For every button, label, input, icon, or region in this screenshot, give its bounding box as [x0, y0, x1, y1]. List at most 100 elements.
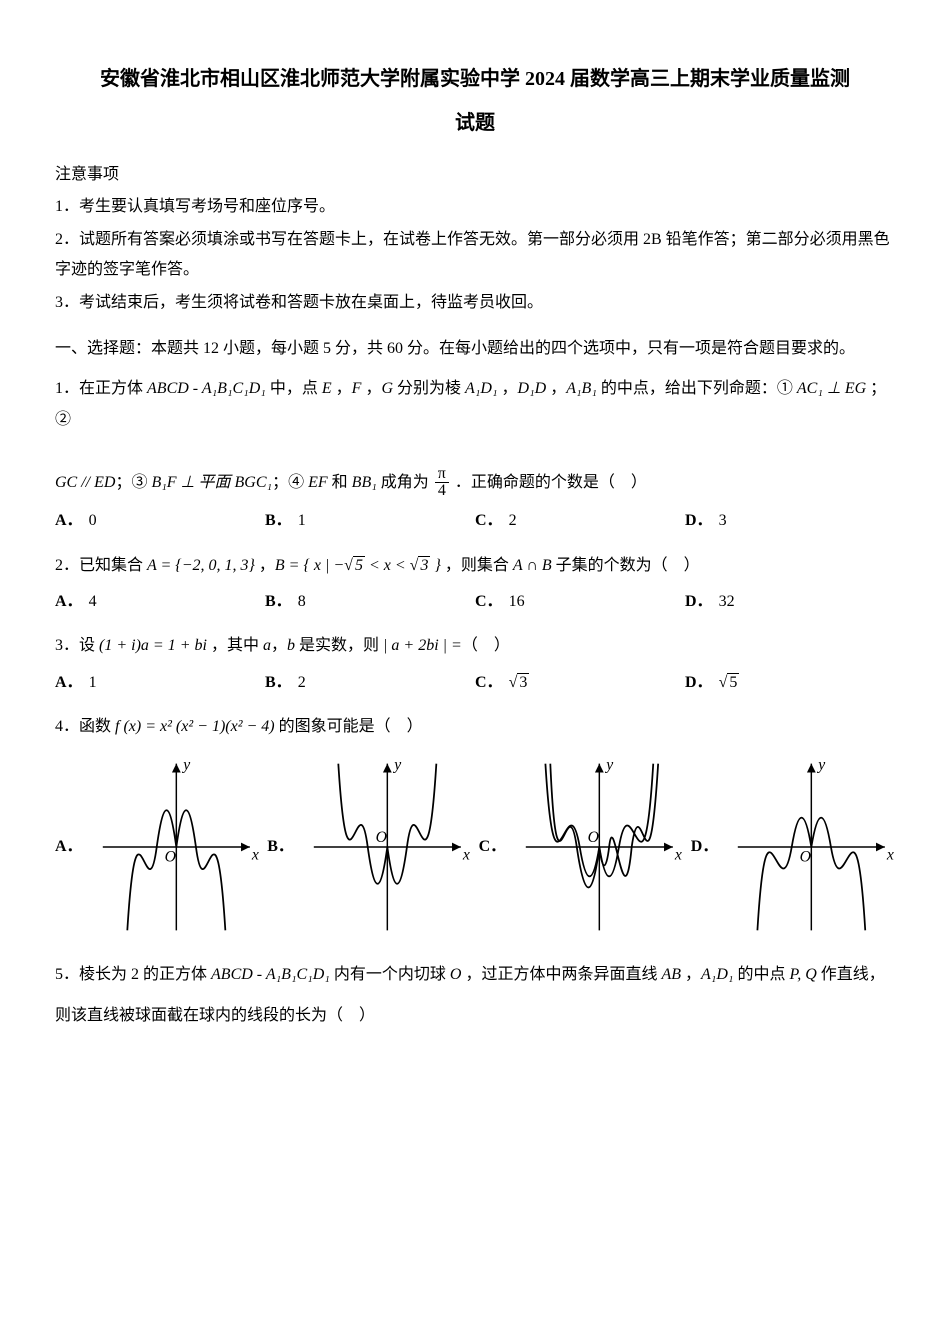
opt-label-C: C． — [475, 668, 503, 698]
q3-opt-C[interactable]: C． 3 — [475, 668, 685, 698]
q2-Bmid: < x < — [365, 557, 410, 574]
q2-opt-C[interactable]: C．16 — [475, 587, 685, 617]
axis-y-label: y — [604, 757, 613, 774]
q1-p2: GC // ED — [55, 473, 115, 490]
q3-options: A．1 B．2 C． 3 D． 5 — [55, 668, 895, 698]
q3-tail: （ ） — [462, 637, 510, 654]
q4-fx: f (x) = x² (x² − 1)(x² − 4) — [115, 718, 275, 735]
question-5-line2: 则该直线被球面截在球内的线段的长为（ ） — [55, 1001, 895, 1031]
axis-x-label: x — [674, 847, 682, 864]
q3-abs: | a + 2bi | = — [383, 637, 462, 654]
question-4: 4．函数 f (x) = x² (x² − 1)(x² − 4) 的图象可能是（… — [55, 712, 895, 742]
q3-prefix: 3．设 — [55, 637, 99, 654]
q3-opt-B-val: 2 — [298, 668, 306, 698]
q3-opt-A[interactable]: A．1 — [55, 668, 265, 698]
sqrt-icon: 5 — [344, 551, 365, 581]
q1-and: 和 — [328, 473, 352, 490]
q1-opt-A[interactable]: A．0 — [55, 506, 265, 536]
q5-c1: ， — [681, 966, 701, 983]
q3-opt-D-val: 5 — [727, 673, 739, 691]
question-2: 2．已知集合 A = {−2, 0, 1, 3} ，B = { x | −5 <… — [55, 551, 895, 581]
q2-opt-D[interactable]: D．32 — [685, 587, 895, 617]
q5-m2: ，过正方体中两条异面直线 — [461, 966, 661, 983]
q5-O: O — [450, 966, 462, 983]
q3-a: a — [263, 637, 271, 654]
q2-mid: ，则集合 — [441, 557, 513, 574]
q4-options: A． x y O B． x y O C． x y O D． x y O — [55, 752, 895, 942]
opt-label-D: D． — [685, 587, 713, 617]
q3-opt-B[interactable]: B．2 — [265, 668, 475, 698]
q5-PQ: P, Q — [789, 966, 816, 983]
q2-opt-A[interactable]: A．4 — [55, 587, 265, 617]
q4-opt-A-label[interactable]: A． — [55, 832, 83, 862]
q2-Bpre: B = { x | − — [275, 557, 344, 574]
q3-opt-C-val: 3 — [517, 673, 529, 691]
opt-label-C: C． — [475, 506, 503, 536]
q1-e2: D₁D — [518, 380, 547, 397]
opt-label-D: D． — [685, 506, 713, 536]
q1-frac-num: π — [435, 466, 449, 484]
q1-options: A．0 B．1 C．2 D．3 — [55, 506, 895, 536]
q1-t2: 中，点 — [266, 380, 322, 397]
axis-x-label: x — [886, 847, 894, 864]
q2-opt-B[interactable]: B．8 — [265, 587, 475, 617]
q1-c1: ， — [332, 380, 352, 397]
q1-p4a: EF — [308, 473, 328, 490]
q2-prefix: 2．已知集合 — [55, 557, 147, 574]
axis-y-label: y — [181, 757, 190, 774]
q1-e3: A₁B₁ — [566, 380, 597, 397]
opt-label-A: A． — [55, 587, 83, 617]
q1-text: 1．在正方体 — [55, 380, 147, 397]
q1-tail: ．正确命题的个数是（ ） — [451, 473, 647, 490]
q1-t4: 的中点，给出下列命题：① — [597, 380, 797, 397]
q1-E: E — [322, 380, 332, 397]
opt-label-C: C． — [475, 587, 503, 617]
q1-opt-B-val: 1 — [298, 506, 306, 536]
q5-m1: 内有一个内切球 — [330, 966, 450, 983]
q5-AB: AB — [661, 966, 681, 983]
q1-opt-C-val: 2 — [509, 506, 517, 536]
q2-rad3: 3 — [418, 556, 430, 574]
q5-A1D1: A₁D₁ — [701, 966, 733, 983]
origin-label: O — [164, 849, 175, 866]
axis-y-label: y — [392, 757, 401, 774]
q1-F: F — [352, 380, 362, 397]
q4-opt-B-label[interactable]: B． — [267, 832, 294, 862]
axis-x-label: x — [462, 847, 470, 864]
q3-eq: (1 + i)a = 1 + bi — [99, 637, 207, 654]
q3-mid2: 是实数，则 — [295, 637, 383, 654]
q3-opt-A-val: 1 — [89, 668, 97, 698]
q4-tail: 的图象可能是（ ） — [275, 718, 423, 735]
sqrt-icon: 5 — [719, 668, 740, 698]
q4-opt-D-label[interactable]: D． — [691, 832, 719, 862]
q1-p4c: 成角为 — [377, 473, 433, 490]
notice-item-2: 2．试题所有答案必须填涂或书写在答题卡上，在试卷上作答无效。第一部分必须用 2B… — [55, 225, 895, 286]
opt-label-B: B． — [265, 668, 292, 698]
q2-opt-C-val: 16 — [509, 587, 525, 617]
notice-item-1: 1．考生要认真填写考场号和座位序号。 — [55, 192, 895, 222]
q3-opt-D[interactable]: D． 5 — [685, 668, 895, 698]
q1-opt-C[interactable]: C．2 — [475, 506, 685, 536]
q5-cube: ABCD - A₁B₁C₁D₁ — [211, 966, 330, 983]
axis-y-label: y — [817, 757, 826, 774]
q1-p4b: BB₁ — [352, 473, 377, 490]
notice-heading: 注意事项 — [55, 160, 895, 190]
opt-label-B: B． — [265, 587, 292, 617]
q5-m4: 作直线， — [817, 966, 885, 983]
q2-B: B = { x | −5 < x < 3 } — [275, 557, 441, 574]
q1-opt-D[interactable]: D．3 — [685, 506, 895, 536]
q1-opt-B[interactable]: B．1 — [265, 506, 475, 536]
question-5: 5．棱长为 2 的正方体 ABCD - A₁B₁C₁D₁ 内有一个内切球 O ，… — [55, 960, 895, 990]
q1-s3: ；④ — [272, 473, 308, 490]
q1-c3: ， — [498, 380, 518, 397]
q2-options: A．4 B．8 C．16 D．32 — [55, 587, 895, 617]
q4-opt-C-label[interactable]: C． — [479, 832, 507, 862]
section-1-heading: 一、选择题：本题共 12 小题，每小题 5 分，共 60 分。在每小题给出的四个… — [55, 334, 895, 364]
q1-cube: ABCD - A₁B₁C₁D₁ — [147, 380, 266, 397]
axis-x-label: x — [250, 847, 258, 864]
origin-label: O — [588, 830, 599, 847]
q1-t3: 分别为棱 — [393, 380, 465, 397]
q4-graph-C: x y O — [516, 752, 683, 942]
opt-label-D: D． — [685, 668, 713, 698]
q2-rad5: 5 — [353, 556, 365, 574]
